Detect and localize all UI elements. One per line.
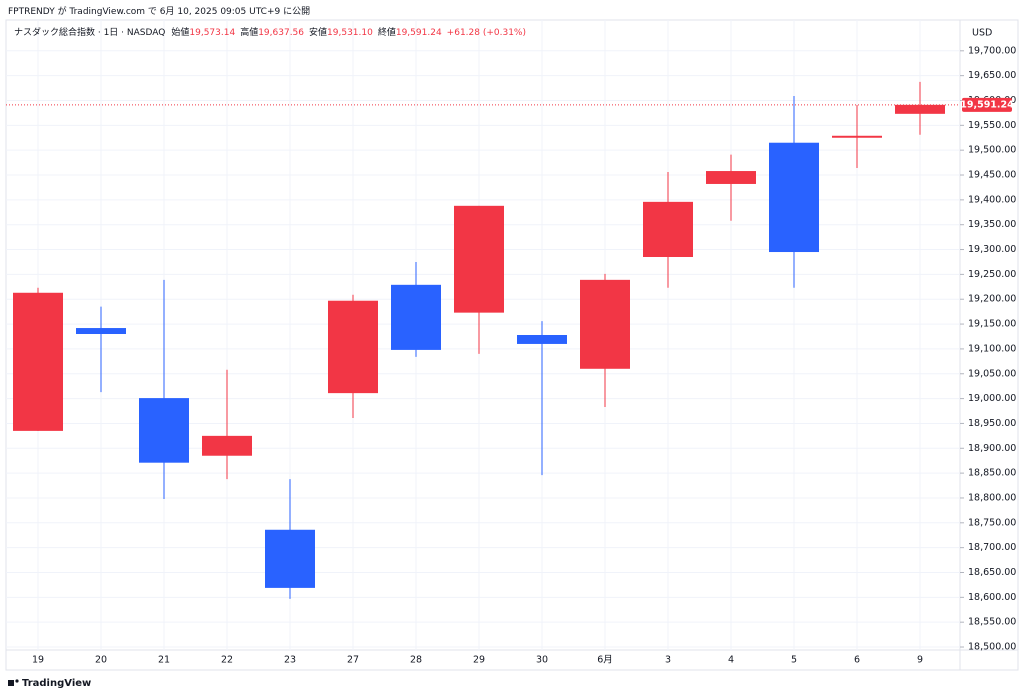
candle-body (517, 335, 567, 344)
candle-body (265, 529, 315, 588)
publish-info: FPTRENDY が TradingView.com で 6月 10, 2025… (8, 7, 311, 17)
frame (5, 19, 1019, 671)
candle-body (454, 205, 504, 313)
legend-value: 19,591.24 (395, 28, 442, 38)
x-tick-label: 29 (473, 655, 485, 666)
legend-value: 19,573.14 (189, 28, 236, 38)
candle-body (895, 104, 945, 114)
legend-label: 始値 (171, 28, 190, 38)
x-tick-label: 19 (32, 655, 44, 666)
y-tick-label: 19,700.00 (968, 45, 1016, 56)
last-price-tag (962, 97, 1012, 112)
y-tick-label: 19,300.00 (968, 244, 1016, 255)
y-tick-label: 19,350.00 (968, 219, 1016, 230)
watermark: TradingView (22, 678, 92, 689)
legend-label: 安値 (309, 28, 328, 38)
candle-body (832, 135, 882, 138)
x-tick-label: 27 (347, 655, 359, 666)
y-tick-label: 19,400.00 (968, 194, 1016, 205)
y-tick-label: 19,500.00 (968, 145, 1016, 156)
legend: ナスダック総合指数 · 1日 · NASDAQ 始値19,573.14 高値19,6… (14, 25, 531, 38)
candle-body (76, 328, 126, 335)
y-tick-label: 19,250.00 (968, 269, 1016, 280)
x-tick-label: 22 (221, 655, 233, 666)
legend-label: 終値 (377, 28, 396, 38)
legend-label: 高値 (240, 28, 259, 38)
symbol-title: ナスダック総合指数 · 1日 · NASDAQ (14, 28, 166, 38)
candle-body (13, 292, 63, 431)
y-tick-label: 19,450.00 (968, 170, 1016, 181)
candle-body (643, 201, 693, 257)
candle-body (580, 279, 630, 369)
x-tick-label: 21 (158, 655, 170, 666)
currency: USD (972, 28, 992, 39)
y-tick-label: 19,000.00 (968, 393, 1016, 404)
x-tick-label: 3 (665, 655, 671, 666)
y-tick-label: 18,500.00 (968, 642, 1016, 653)
last-price-label: 19,591.24 (960, 99, 1014, 110)
legend-change: +61.28 (+0.31%) (446, 28, 526, 38)
y-tick-label: 18,600.00 (968, 592, 1016, 603)
y-tick-label: 19,200.00 (968, 294, 1016, 305)
x-tick-label: 5 (791, 655, 797, 666)
y-tick-label: 18,750.00 (968, 517, 1016, 528)
y-tick-label: 18,700.00 (968, 542, 1016, 553)
legend-value: 19,531.10 (327, 28, 373, 38)
y-tick-label: 18,850.00 (968, 468, 1016, 479)
y-tick-label: 19,550.00 (968, 120, 1016, 131)
x-tick-label: 9 (917, 655, 923, 666)
y-tick-label: 18,800.00 (968, 492, 1016, 503)
y-tick-label: 18,950.00 (968, 418, 1016, 429)
x-tick-label: 30 (536, 655, 548, 666)
candle-body (202, 435, 252, 456)
candle-body (706, 171, 756, 184)
candle-body (139, 398, 189, 463)
y-tick-label: 18,550.00 (968, 617, 1016, 628)
legend-value: 19,637.56 (258, 28, 305, 38)
y-tick-label: 19,050.00 (968, 368, 1016, 379)
x-tick-label: 6 (854, 655, 860, 666)
y-tick-label: 18,900.00 (968, 443, 1016, 454)
tv-logo (8, 679, 19, 686)
x-tick-label: 4 (728, 655, 734, 666)
x-tick-label: 28 (410, 655, 422, 666)
x-tick-label: 20 (95, 655, 107, 666)
y-tick-label: 19,650.00 (968, 70, 1016, 81)
candle-body (769, 142, 819, 253)
y-tick-label: 19,150.00 (968, 319, 1016, 330)
candle-body (391, 284, 441, 350)
y-tick-label: 19,100.00 (968, 343, 1016, 354)
x-tick-label: 6月 (597, 655, 613, 666)
y-tick-label: 18,650.00 (968, 567, 1016, 578)
candle-body (328, 300, 378, 394)
x-tick-label: 23 (284, 655, 296, 666)
